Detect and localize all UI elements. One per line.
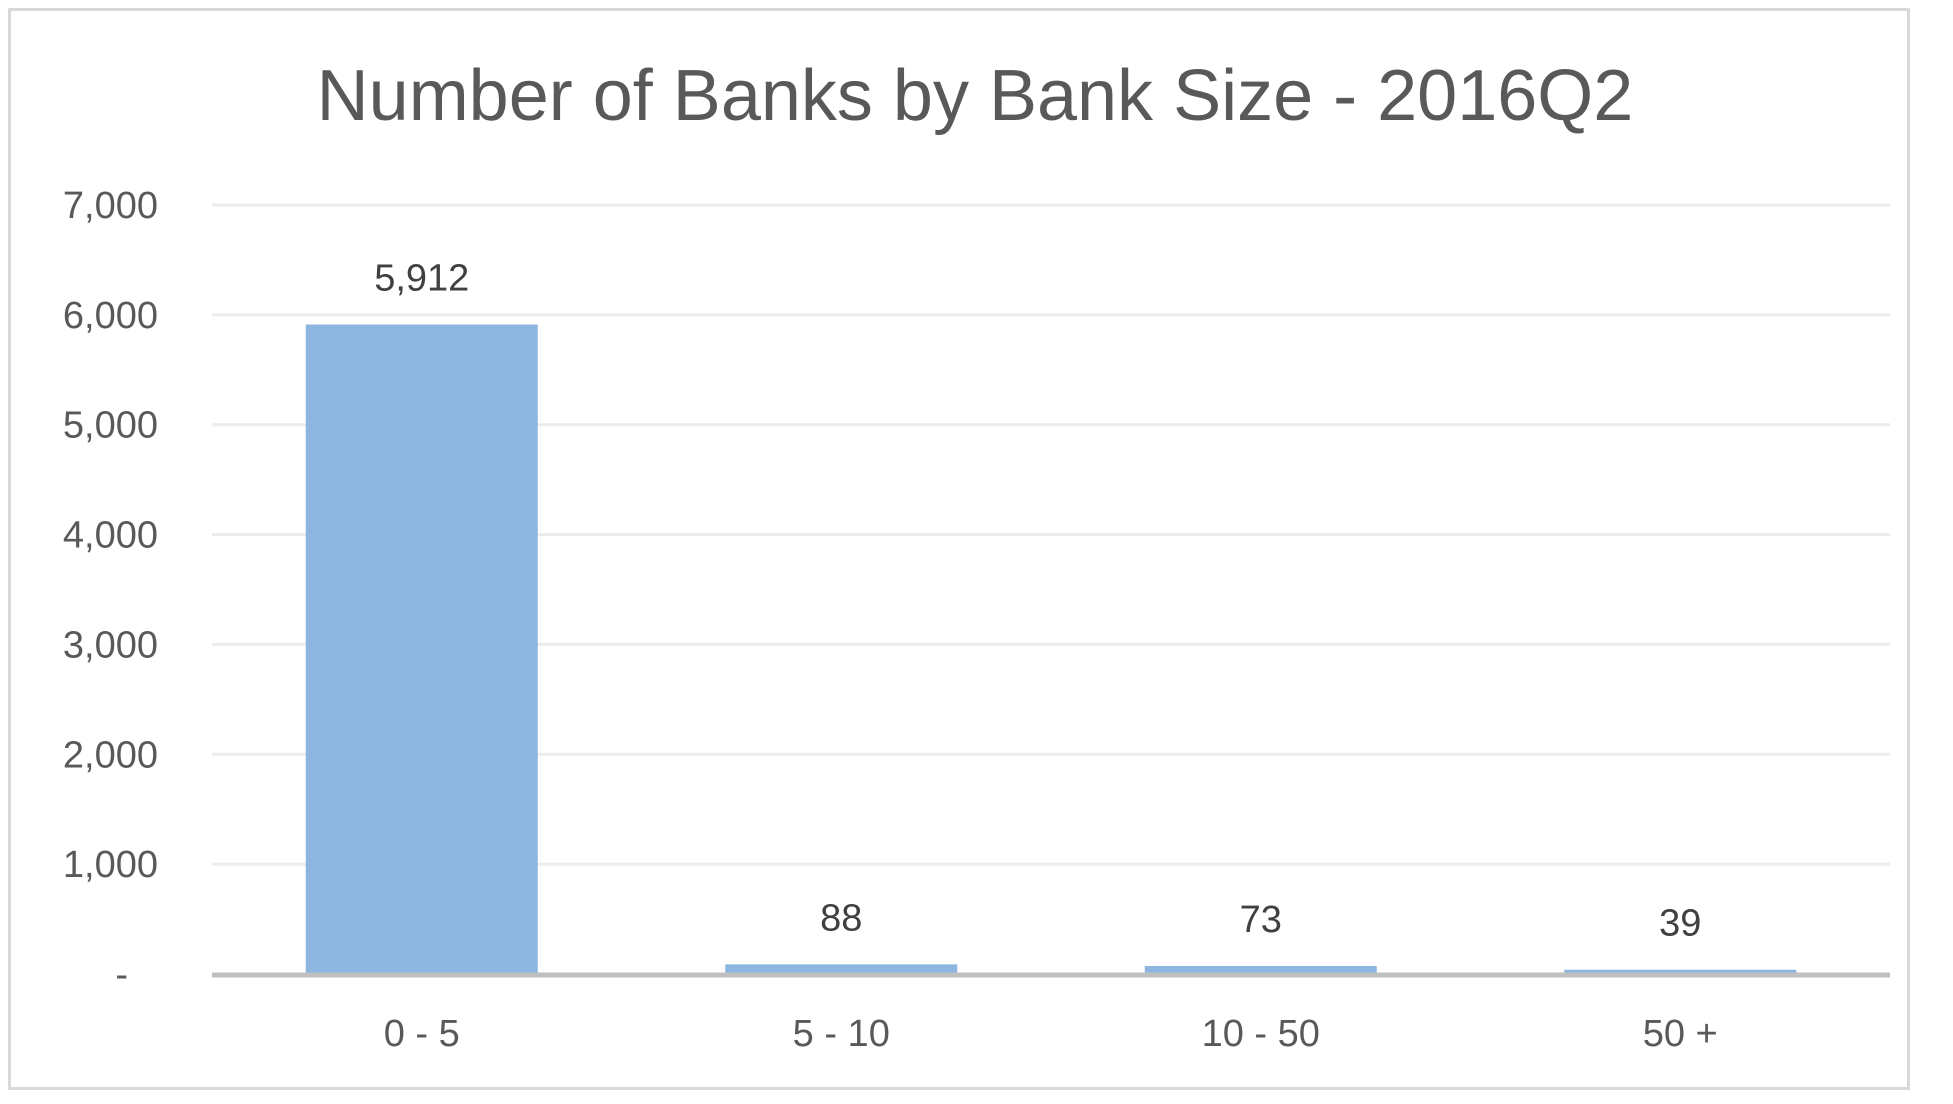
data-labels: 5,912 88 73 39 [374,258,1701,945]
data-label: 39 [1659,903,1701,945]
y-tick-label: 1,000 [63,844,158,886]
bar [725,964,958,974]
bar [305,324,538,975]
y-tick-label: 5,000 [63,405,158,447]
bar [1144,965,1377,974]
y-axis-ticks: - 1,000 2,000 3,000 4,000 5,000 6,000 7,000 [63,185,158,996]
data-label: 5,912 [374,258,469,300]
bars [305,324,1797,975]
y-tick-label: 7,000 [63,185,158,227]
x-tick-label: 50 + [1643,1013,1718,1055]
data-label: 73 [1240,899,1282,941]
x-tick-label: 5 - 10 [793,1013,890,1055]
bar [1564,969,1797,974]
x-axis-ticks: 0 - 5 5 - 10 10 - 50 50 + [384,1013,1718,1055]
y-tick-label: 3,000 [63,624,158,666]
chart-title: Number of Banks by Bank Size - 2016Q2 [317,56,1634,136]
data-label: 88 [820,897,862,939]
y-tick-label: 6,000 [63,295,158,337]
x-tick-label: 10 - 50 [1202,1013,1320,1055]
x-tick-label: 0 - 5 [384,1013,460,1055]
y-tick-label: 4,000 [63,515,158,557]
y-tick-label: - [115,954,128,996]
y-tick-label: 2,000 [63,734,158,776]
